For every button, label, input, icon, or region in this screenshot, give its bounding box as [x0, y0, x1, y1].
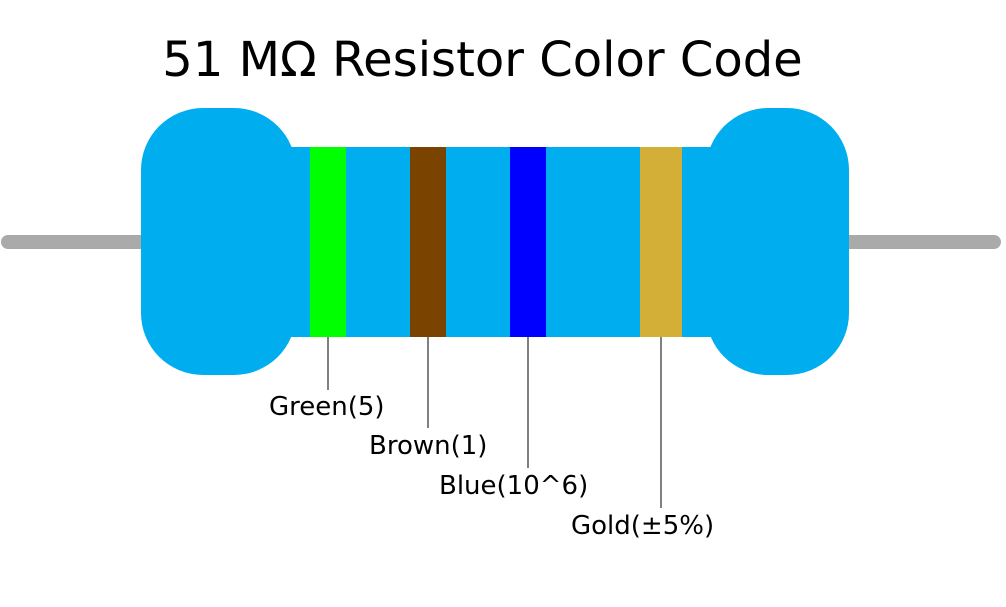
diagram-title: 51 MΩ Resistor Color Code [162, 32, 803, 88]
resistor-body [141, 108, 849, 375]
band-label-1: Green(5) [269, 392, 385, 422]
band-label-4: Gold(±5%) [571, 511, 714, 541]
band-label-3: Blue(10^6) [439, 471, 588, 501]
band-4 [640, 147, 682, 337]
band-1 [310, 147, 346, 337]
band-3 [510, 147, 546, 337]
band-2 [410, 147, 446, 337]
band-label-2: Brown(1) [369, 431, 487, 461]
